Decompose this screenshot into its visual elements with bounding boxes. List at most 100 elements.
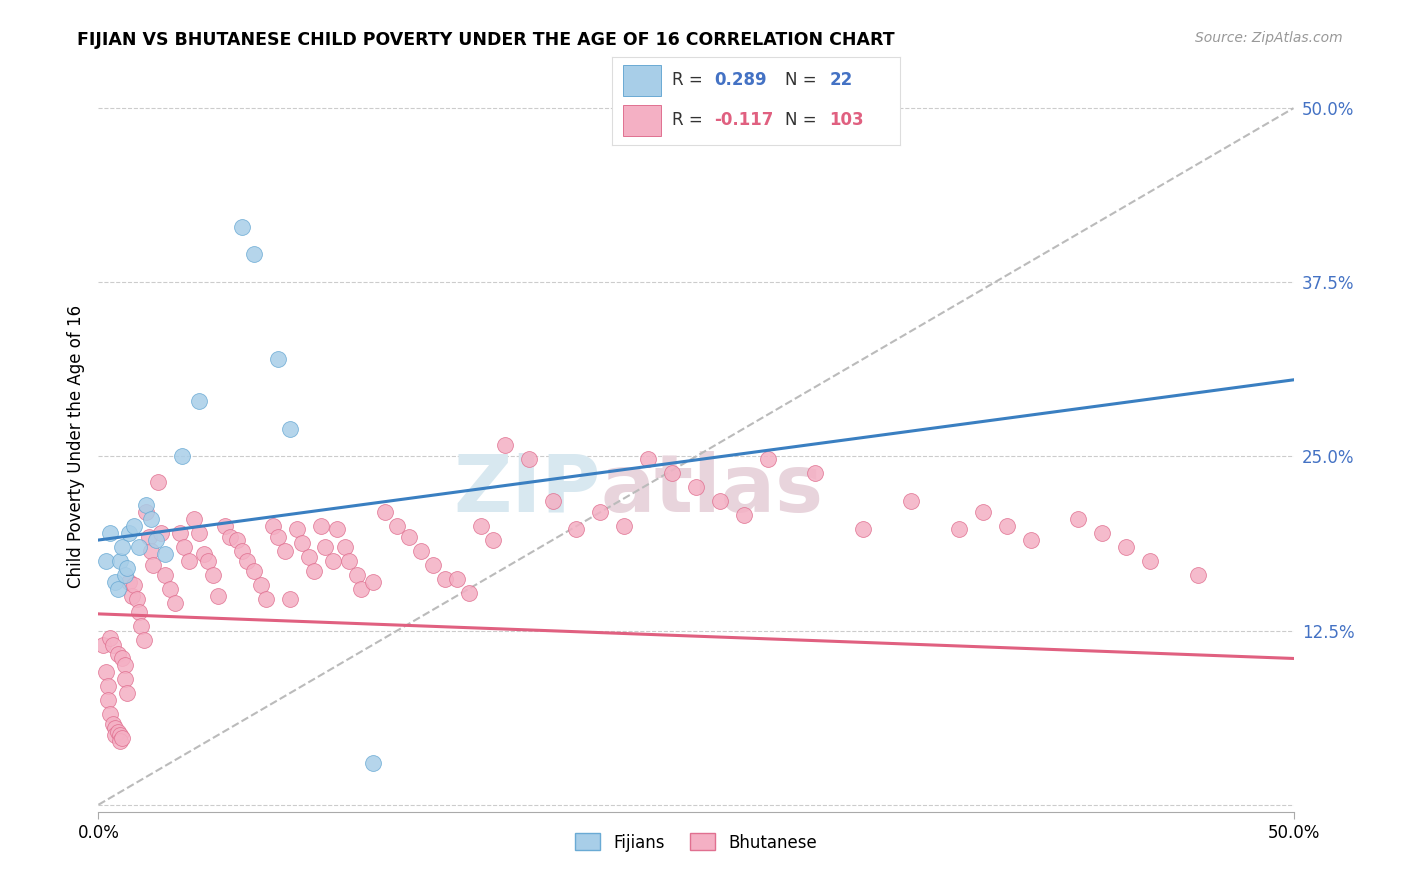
Point [114, 673, 136, 687]
Point [118, 574, 141, 589]
Point [900, 494, 922, 508]
Point [135, 505, 157, 519]
Point [115, 561, 138, 575]
Point [132, 633, 155, 648]
Point [363, 574, 385, 589]
Point [756, 452, 779, 467]
Point [470, 519, 492, 533]
Point [235, 554, 257, 568]
Point [315, 540, 337, 554]
Point [98, 631, 122, 645]
Point [458, 586, 481, 600]
Point [254, 591, 277, 606]
Point [187, 526, 209, 541]
Point [434, 572, 457, 586]
Point [139, 512, 162, 526]
Text: 22: 22 [830, 71, 852, 89]
Point [541, 494, 564, 508]
Point [1115, 540, 1137, 554]
Point [98, 707, 122, 722]
Point [322, 554, 344, 568]
Point [179, 554, 201, 568]
Point [183, 512, 205, 526]
Point [114, 658, 136, 673]
Point [995, 519, 1018, 533]
Point [613, 519, 636, 533]
Point [97, 693, 120, 707]
Point [97, 679, 120, 693]
Point [202, 567, 225, 582]
Text: ZIP: ZIP [453, 450, 600, 529]
Point [207, 589, 229, 603]
Point [172, 450, 194, 464]
Point [169, 526, 191, 541]
Point [98, 526, 122, 541]
Point [108, 728, 131, 742]
Point [121, 589, 143, 603]
Point [363, 756, 385, 770]
Point [197, 554, 219, 568]
Point [385, 519, 409, 533]
Point [374, 505, 396, 519]
Point [302, 564, 325, 578]
Point [243, 247, 266, 261]
Point [1139, 554, 1161, 568]
Point [1091, 526, 1114, 541]
Point [804, 466, 827, 480]
Point [107, 648, 129, 662]
Point [243, 564, 266, 578]
Point [128, 606, 150, 620]
Point [115, 686, 138, 700]
Point [661, 466, 683, 480]
Point [91, 638, 114, 652]
Point [104, 721, 127, 735]
Point [163, 596, 186, 610]
Text: atlas: atlas [600, 450, 824, 529]
Point [187, 393, 209, 408]
Text: N =: N = [785, 111, 821, 128]
Point [111, 540, 134, 554]
Point [138, 530, 160, 544]
Text: FIJIAN VS BHUTANESE CHILD POVERTY UNDER THE AGE OF 16 CORRELATION CHART: FIJIAN VS BHUTANESE CHILD POVERTY UNDER … [77, 31, 896, 49]
Text: N =: N = [785, 71, 821, 89]
Point [111, 731, 134, 745]
Point [1067, 512, 1090, 526]
Point [274, 544, 297, 558]
Point [145, 533, 167, 547]
Point [685, 480, 707, 494]
Text: Source: ZipAtlas.com: Source: ZipAtlas.com [1195, 31, 1343, 45]
Point [852, 522, 875, 536]
Point [108, 733, 131, 747]
Point [111, 651, 134, 665]
Text: R =: R = [672, 111, 709, 128]
Point [219, 530, 242, 544]
Point [101, 638, 124, 652]
Point [972, 505, 994, 519]
Point [446, 572, 468, 586]
Point [148, 475, 170, 489]
Point [267, 351, 290, 366]
Text: -0.117: -0.117 [714, 111, 773, 128]
Point [107, 582, 129, 596]
Point [411, 544, 433, 558]
Point [214, 519, 236, 533]
Point [250, 577, 273, 591]
Point [565, 522, 588, 536]
Point [422, 558, 444, 573]
Point [398, 530, 420, 544]
Point [267, 530, 290, 544]
Point [155, 547, 177, 561]
Point [494, 438, 516, 452]
Text: 0.289: 0.289 [714, 71, 766, 89]
Point [1187, 567, 1209, 582]
Y-axis label: Child Poverty Under the Age of 16: Child Poverty Under the Age of 16 [66, 304, 84, 588]
Point [278, 421, 301, 435]
Point [481, 533, 505, 547]
Point [149, 526, 172, 541]
Point [107, 725, 129, 739]
Point [298, 549, 321, 564]
Point [291, 536, 314, 550]
Text: 103: 103 [830, 111, 863, 128]
Point [285, 522, 308, 536]
Point [333, 540, 356, 554]
